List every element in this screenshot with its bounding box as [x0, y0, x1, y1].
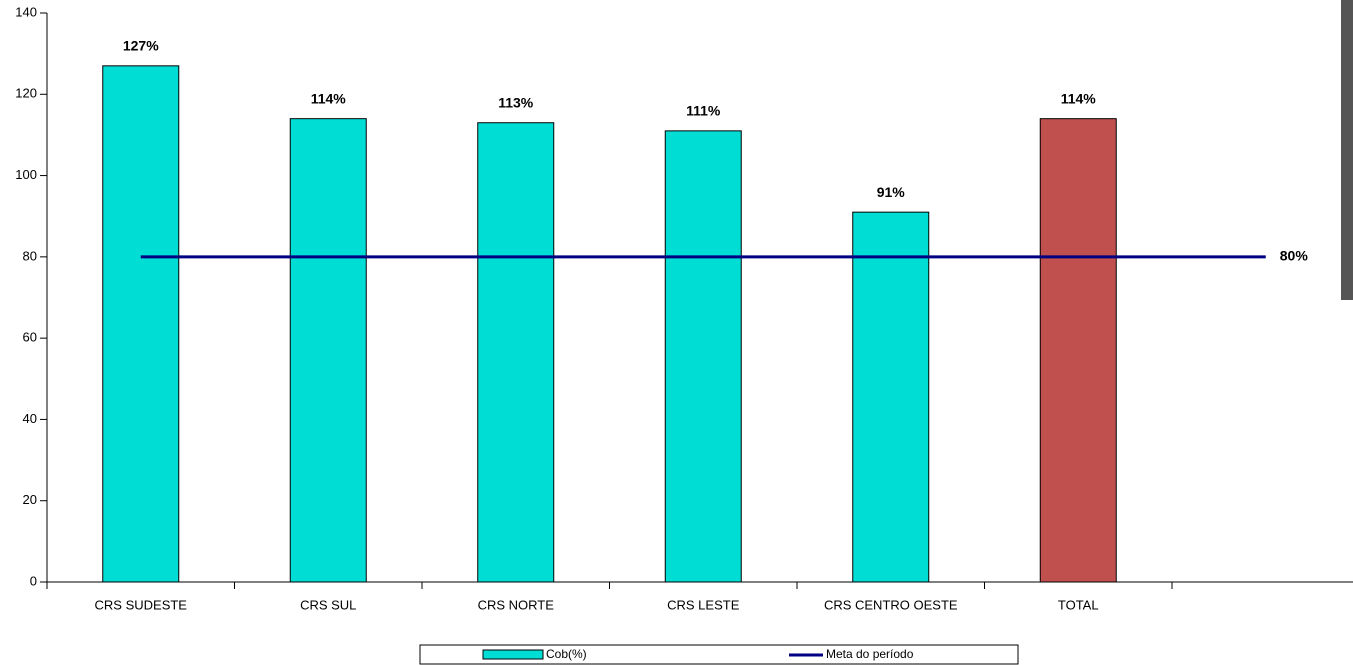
bar [102, 65, 180, 583]
bar [289, 118, 367, 583]
legend-label: Cob(%) [546, 647, 587, 661]
y-tick-label: 80 [23, 248, 37, 263]
value-label: 91% [877, 184, 906, 200]
y-tick-label: 20 [23, 492, 37, 507]
legend-label: Meta do período [826, 647, 914, 661]
value-label: 80% [1280, 248, 1309, 264]
x-tick-label: CRS NORTE [478, 597, 555, 612]
legend-box [419, 644, 1019, 665]
bar [477, 122, 555, 583]
x-tick-label: CRS SUDESTE [95, 597, 188, 612]
y-tick-label: 140 [15, 4, 37, 19]
photo-fragment [1341, 0, 1353, 300]
value-label: 111% [686, 103, 721, 119]
bar [664, 130, 742, 583]
x-tick-label: CRS SUL [300, 597, 356, 612]
y-tick-label: 120 [15, 86, 37, 101]
value-label: 114% [311, 90, 347, 106]
y-tick-label: 100 [15, 167, 37, 182]
x-tick-label: CRS LESTE [667, 597, 740, 612]
y-tick-label: 40 [23, 411, 37, 426]
value-label: 113% [498, 94, 534, 110]
x-tick-label: TOTAL [1058, 597, 1099, 612]
value-label: 127% [123, 38, 159, 54]
x-tick-label: CRS CENTRO OESTE [824, 597, 958, 612]
y-tick-label: 0 [30, 573, 37, 588]
bar [852, 211, 930, 583]
legend-swatch [482, 649, 544, 660]
bar [1039, 118, 1117, 583]
value-label: 114% [1061, 90, 1097, 106]
y-tick-label: 60 [23, 330, 37, 345]
